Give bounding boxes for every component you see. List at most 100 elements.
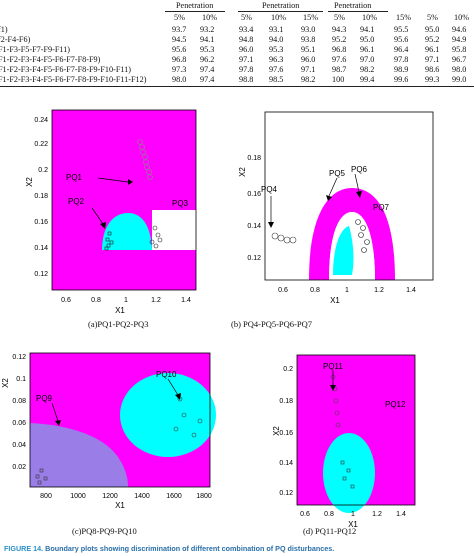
table-cell: 99.0 xyxy=(452,75,467,84)
plot-b-xticks: 0.6 0.8 1 1.2 1.4 xyxy=(278,287,416,294)
y-tick: 0.02 xyxy=(12,464,26,471)
y-tick: 0.14 xyxy=(247,223,261,230)
table-cell: 93.1 xyxy=(269,25,284,34)
table-cell: 99.6 xyxy=(394,75,409,84)
table-row-label: F1-F3-F5-F7-F9-F11) xyxy=(0,45,71,54)
y-tick: 0.18 xyxy=(279,398,293,405)
y-tick: 0.16 xyxy=(247,191,261,198)
plot-a-yticks: 0.24 0.22 0.2 0.18 0.16 0.14 0.12 xyxy=(34,117,48,278)
table-cell: 97.8 xyxy=(394,55,409,64)
plot-d-label-pq11: PQ11 xyxy=(323,362,343,371)
plot-b: PQ4 PQ5 PQ6 PQ7 0.18 0.16 0.14 0.12 0.6 … xyxy=(231,100,474,330)
y-tick: 0.18 xyxy=(247,155,261,162)
x-tick: 1.4 xyxy=(396,511,406,518)
x-tick: 1000 xyxy=(70,493,86,500)
plot-b-frame xyxy=(264,111,434,281)
plot-b-ylabel: X2 xyxy=(238,167,247,177)
table-cell: 96.0 xyxy=(239,45,254,54)
table-cell: 98.0 xyxy=(172,75,187,84)
table-row-label: F1-F2-F3-F4-F5-F6-F7-F8-F9-F10-F11-F12) xyxy=(0,75,147,84)
x-tick: 0.8 xyxy=(310,287,320,294)
plot-b-label-pq5: PQ5 xyxy=(329,169,346,178)
y-tick: 0.12 xyxy=(279,490,293,497)
plot-a-arrowhead-pq1 xyxy=(128,179,133,185)
plot-c-label-pq10: PQ10 xyxy=(156,370,177,379)
percent-header: 15% xyxy=(396,13,412,22)
x-tick: 1.2 xyxy=(151,297,161,304)
table-row: F1-F2-F3-F4-F5-F6-F7-F8-F9) 96.8 96.2 97.1 9… xyxy=(0,55,474,65)
table-cell: 95.8 xyxy=(452,45,467,54)
table-row-label: F1-F2-F3-F4-F5-F6-F7-F8-F9) xyxy=(0,55,101,64)
x-tick: 1 xyxy=(351,511,355,518)
plot-a-arrowhead-pq2 xyxy=(100,222,106,229)
table-cell: 97.6 xyxy=(332,55,347,64)
plot-b-pq6-markers xyxy=(355,219,370,253)
table-row-label: f2-F4-F6) xyxy=(0,35,31,44)
table-cell: 95.1 xyxy=(301,45,316,54)
x-tick: 1800 xyxy=(196,493,212,500)
table-cell: 96.0 xyxy=(301,55,316,64)
plot-d-frame xyxy=(296,354,416,506)
plot-b-label-pq4: PQ4 xyxy=(261,185,278,194)
table-cell: 95.0 xyxy=(425,25,440,34)
table-cell: 98.2 xyxy=(301,75,316,84)
x-tick: 0.8 xyxy=(324,511,334,518)
table-cell: 98.2 xyxy=(360,65,375,74)
plot-b-arrowhead-pq5 xyxy=(326,195,332,201)
plot-d-arrowhead-pq11 xyxy=(330,385,336,391)
table-cell: 97.4 xyxy=(200,75,215,84)
plot-c-arrowhead-pq9 xyxy=(55,420,61,426)
percent-header: 5% xyxy=(174,13,185,22)
plot-b-magenta-ring xyxy=(309,188,395,280)
table-cell: 97.1 xyxy=(301,65,316,74)
table-cell: 96.7 xyxy=(452,55,467,64)
figure-caption: FIGURE 14. Boundary plots showing discri… xyxy=(4,544,474,553)
table-cell: 97.1 xyxy=(239,55,254,64)
table-cell: 97.0 xyxy=(360,55,375,64)
table-cell: 93.0 xyxy=(301,25,316,34)
table-row-label: f1) xyxy=(0,25,8,34)
table-cell: 97.8 xyxy=(239,65,254,74)
plot-b-svg: PQ4 PQ5 PQ6 PQ7 0.18 0.16 0.14 0.12 0.6 … xyxy=(238,111,434,305)
plot-c-caption: (c)PQ8-PQ9-PQ10 xyxy=(72,526,137,536)
table-cell: 95.0 xyxy=(360,35,375,44)
x-tick: 0.8 xyxy=(91,297,101,304)
plot-c-arrowhead-pq10 xyxy=(175,393,181,400)
plot-a-arrow-pq2 xyxy=(91,207,104,225)
y-tick: 0.16 xyxy=(34,219,48,226)
x-tick: 1 xyxy=(345,287,349,294)
x-tick: 1.4 xyxy=(406,287,416,294)
plot-a-xticks: 0.6 0.8 1 1.2 1.4 xyxy=(61,297,191,304)
table-cell: 95.6 xyxy=(394,35,409,44)
plot-a-xlabel: X1 xyxy=(115,306,125,315)
table-cell: 97.4 xyxy=(200,65,215,74)
table-cell: 100 xyxy=(332,75,345,84)
plot-a-white-region-2 xyxy=(52,250,196,290)
percent-header: 10% xyxy=(454,13,470,22)
table-cell: 97.3 xyxy=(172,65,187,74)
x-tick: 1.2 xyxy=(372,511,382,518)
table-cell: 94.1 xyxy=(360,25,375,34)
plot-a-white-region xyxy=(152,210,196,250)
percent-header: 5% xyxy=(241,13,252,22)
plot-a-arrow-pq1 xyxy=(97,177,129,183)
table-cell: 94.0 xyxy=(269,35,284,44)
x-tick: 1.2 xyxy=(374,287,384,294)
plot-d-caption: (d) PQ11-PQ12 xyxy=(303,526,357,536)
table-cell: 98.0 xyxy=(452,65,467,74)
plot-b-yticks: 0.18 0.16 0.14 0.12 xyxy=(247,155,261,262)
x-tick: 800 xyxy=(40,493,52,500)
table-cell: 98.5 xyxy=(269,75,284,84)
plot-c-xticks: 800 1000 1200 1400 1600 1800 xyxy=(40,493,212,500)
plot-a-pq3-markers xyxy=(149,225,163,249)
plot-b-xlabel: X1 xyxy=(330,296,340,305)
table-cell: 95.3 xyxy=(200,45,215,54)
y-tick: 0.18 xyxy=(34,193,48,200)
table-group-header-1: Penetration xyxy=(176,1,214,10)
y-tick: 0.12 xyxy=(34,271,48,278)
plot-b-arrowhead-pq6 xyxy=(356,191,362,198)
y-tick: 0.16 xyxy=(279,430,293,437)
table-rule xyxy=(328,11,388,12)
table-rule xyxy=(165,11,225,12)
x-tick: 0.6 xyxy=(278,287,288,294)
